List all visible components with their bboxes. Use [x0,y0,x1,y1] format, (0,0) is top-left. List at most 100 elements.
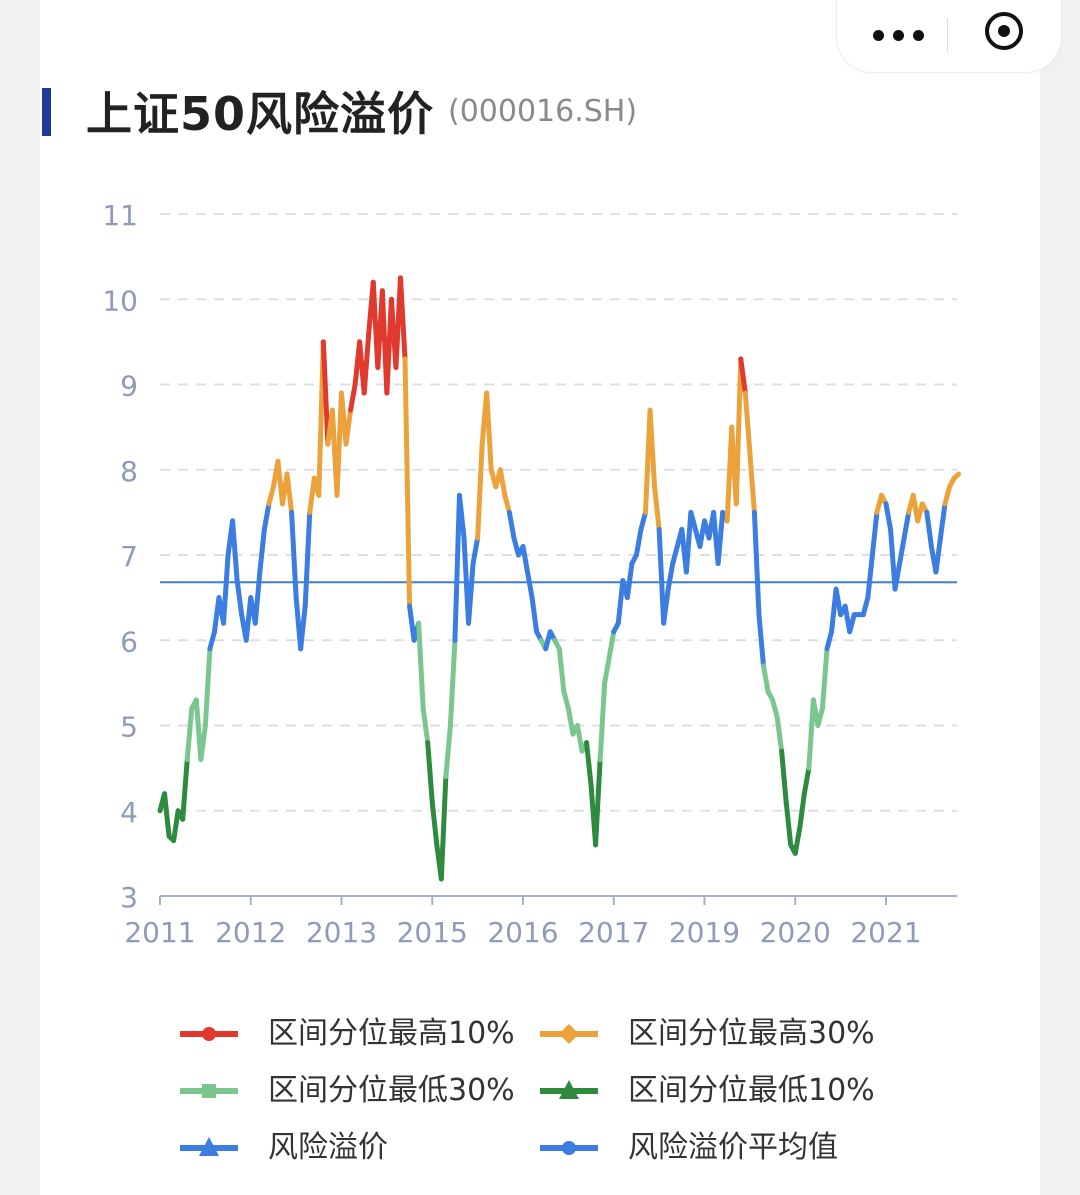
series-segment [683,509,694,575]
legend-label: 区间分位最低10% [628,1073,875,1108]
series-segment [438,774,449,882]
series-segment [792,825,803,856]
series-segment [184,705,195,763]
series-segment [198,723,208,763]
series-segment [751,509,762,618]
series-segment [425,740,435,805]
x-tick-label: 2020 [760,916,831,949]
more-dots-icon[interactable] [867,22,947,48]
series-segment [656,526,667,626]
legend-label: 区间分位最高30% [628,1016,875,1051]
series-segment [865,552,875,601]
y-tick-label: 8 [120,455,138,488]
mini-program-capsule [836,0,1062,73]
series-segment [466,561,476,626]
series-segment [638,509,649,532]
series-segment [606,629,617,660]
series-segment [647,407,658,490]
series-segment [670,543,680,567]
series-segment [756,612,766,669]
series-segment [298,603,308,652]
series-segment [343,407,354,447]
series-segment [742,390,753,456]
legend-label: 风险溢价平均值 [628,1130,838,1165]
series-segment [847,612,857,635]
target-icon[interactable] [985,12,1023,50]
series-segment [506,509,517,541]
capsule-divider [947,18,948,52]
legend-marker-circle-icon [180,1027,238,1041]
series-segment [602,654,612,686]
series-segment [257,526,267,575]
series-segment [819,646,830,711]
series-segment [774,714,785,754]
series-segment [824,629,835,652]
series-segment [574,723,585,754]
series-segment [942,484,953,507]
y-tick-label: 11 [102,199,138,232]
series-segment [665,561,676,592]
series-segment [171,808,181,844]
series-segment [565,705,576,737]
y-tick-label: 5 [120,711,138,744]
title-accent-bar [42,88,51,136]
x-tick-label: 2013 [306,916,377,949]
series-segment [470,535,481,567]
series-segment [261,501,272,532]
series-segment [897,535,907,567]
series-segment [525,569,535,601]
series-segment [289,509,299,601]
x-tick-label: 2011 [124,916,195,949]
x-tick-label: 2015 [397,916,468,949]
series-segment [561,688,571,711]
x-tick-label: 2012 [215,916,286,949]
series-segment [230,518,240,584]
series-segment [443,723,453,780]
series-segment [447,637,458,728]
series-segment [475,441,485,541]
series-segment [452,492,462,643]
series-segment [797,791,807,831]
series-segment [951,471,962,481]
series-segment [416,620,426,711]
y-tick-label: 6 [120,625,138,658]
legend-marker-triangle-icon [540,1080,598,1099]
series-segment [733,356,744,507]
x-tick-label: 2019 [669,916,740,949]
risk-premium-chart: 3 4 5 6 7 8 9 10 11 2011 2012 2013 2015 2016 2017 2019 2… [102,199,962,949]
series-segment [320,339,331,447]
series-segment [770,697,780,720]
series-segment [202,646,213,728]
series-segment [597,680,608,763]
series-segment [747,450,757,515]
x-tick-label: 2016 [487,916,558,949]
series-segment [892,561,903,592]
series-segment [397,275,408,362]
series-segment [520,543,531,575]
series-segment [815,705,825,728]
series-segment [502,492,512,515]
series-segment [584,740,594,788]
legend-marker-triangle-icon [180,1137,238,1156]
series-segment [556,646,567,694]
series-segment [806,697,816,771]
series-segment [593,757,603,848]
series-segment [484,390,494,473]
series-segment [652,484,662,532]
series-segment [633,526,644,558]
series-segment [207,629,217,652]
series-segment [402,356,413,609]
series-segment [420,705,431,746]
series-segment [348,382,358,413]
series-segment [497,467,508,498]
series-segment [924,509,934,549]
series-segment [833,586,844,618]
legend-marker-circle-icon [540,1141,598,1155]
y-tick-label: 3 [120,881,138,914]
series-segment [361,330,372,396]
legend-marker-diamond-icon [540,1024,598,1044]
y-tick-label: 9 [120,370,138,403]
series-segment [302,509,313,609]
y-tick-label: 10 [102,284,138,317]
series-segment [221,552,231,626]
